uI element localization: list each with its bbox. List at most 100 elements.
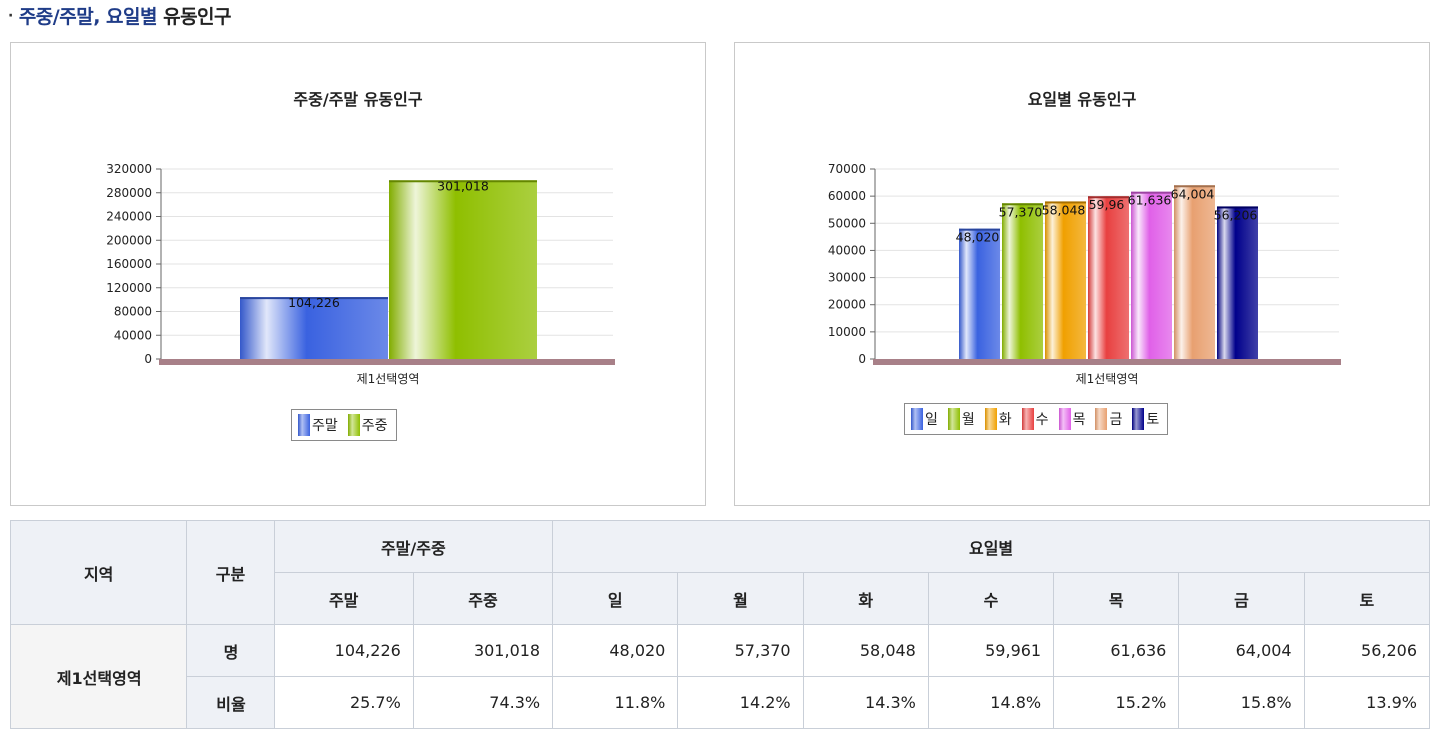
- header-day-of-week: 요일별: [552, 520, 1430, 573]
- legend-swatch: [298, 414, 310, 436]
- bar-주중: [389, 180, 537, 359]
- bar-top-edge: [1174, 185, 1215, 188]
- legend-label: 목: [1072, 412, 1086, 428]
- bar-top-edge: [1131, 191, 1172, 194]
- bar-top-edge: [240, 297, 388, 300]
- x-category-label: 제1선택영역: [1076, 372, 1139, 386]
- table-cell: 301,018: [412, 624, 554, 677]
- y-tick-label: 120000: [106, 281, 152, 295]
- data-label: 64,004: [1171, 186, 1215, 201]
- legend-swatch: [1132, 408, 1145, 430]
- y-tick-label: 60000: [828, 189, 866, 203]
- chart-floor: [159, 359, 615, 365]
- subheader-cell: 목: [1053, 572, 1180, 625]
- subheader-cell: 주중: [412, 572, 554, 625]
- table-cell: 58,048: [802, 624, 929, 677]
- y-tick-label: 0: [144, 352, 152, 366]
- table-cell: 56,206: [1303, 624, 1431, 677]
- data-label: 59,96: [1089, 197, 1125, 212]
- legend-item: 주말: [298, 414, 338, 436]
- x-category-label: 제1선택영역: [357, 372, 420, 386]
- row-label-ratio: 비율: [186, 676, 275, 729]
- y-tick-label: 50000: [828, 216, 866, 230]
- y-tick-label: 320000: [106, 162, 152, 176]
- y-tick-label: 0: [858, 352, 866, 366]
- y-tick-label: 280000: [106, 186, 152, 200]
- bar-주말: [240, 297, 388, 359]
- weekday-weekend-legend: 주말 주중: [291, 409, 397, 441]
- table-cell: 15.8%: [1178, 676, 1305, 729]
- section-heading: · 주중/주말, 요일별 유동인구: [8, 2, 232, 29]
- population-table: 지역 구분 주말/주중 요일별 주말 주중 일 월 화 수 목 금 토 제1선택…: [9, 520, 1431, 729]
- legend-item: 월: [947, 408, 975, 430]
- data-label: 301,018: [437, 178, 489, 193]
- legend-swatch: [1095, 408, 1108, 430]
- heading-rest: 유동인구: [156, 6, 232, 28]
- bar-top-edge: [389, 180, 537, 183]
- table-cell: 25.7%: [273, 676, 414, 729]
- y-tick-label: 10000: [828, 325, 866, 339]
- table-cell: 74.3%: [412, 676, 554, 729]
- legend-swatch: [1058, 408, 1071, 430]
- legend-item: 주중: [347, 414, 388, 436]
- table-cell: 104,226: [273, 624, 414, 677]
- legend-swatch: [347, 414, 360, 436]
- y-tick-label: 40000: [114, 328, 152, 342]
- legend-label: 화: [998, 412, 1012, 428]
- legend-label: 금: [1109, 412, 1123, 428]
- header-region: 지역: [9, 520, 188, 625]
- header-weekend-weekday: 주말/주중: [273, 520, 554, 573]
- chart-floor: [873, 359, 1341, 365]
- subheader-cell: 토: [1303, 572, 1431, 625]
- bar-월: [1002, 203, 1043, 359]
- bar-수: [1088, 196, 1129, 359]
- chart-title: 주중/주말 유동인구: [293, 90, 422, 109]
- weekday-weekend-chart-panel: 주중/주말 유동인구 320000 280000 240000 200000 160000…: [10, 42, 706, 506]
- legend-label: 주말: [312, 418, 338, 434]
- y-tick-label: 40000: [828, 243, 866, 257]
- bar-top-edge: [1045, 201, 1086, 204]
- legend-swatch: [984, 408, 997, 430]
- heading-bullet: ·: [8, 8, 13, 24]
- legend-label: 토: [1146, 412, 1160, 428]
- data-label: 48,020: [956, 230, 1000, 245]
- day-of-week-chart: 요일별 유동인구 70000 60000 50000 40000 30000 20000 10…: [828, 90, 1341, 386]
- bar-top-edge: [959, 228, 1000, 231]
- subheader-cell: 일: [552, 572, 679, 625]
- legend-item: 금: [1095, 408, 1122, 430]
- table-cell: 61,636: [1053, 624, 1180, 677]
- table-cell: 14.3%: [802, 676, 929, 729]
- bar-top-edge: [1217, 206, 1258, 209]
- table-cell: 11.8%: [552, 676, 679, 729]
- y-tick-label: 70000: [828, 162, 866, 176]
- subheader-cell: 주말: [273, 572, 414, 625]
- data-label: 57,370: [999, 204, 1043, 219]
- y-tick-label: 160000: [106, 257, 152, 271]
- y-tick-label: 30000: [828, 271, 866, 285]
- y-tick-label: 200000: [106, 233, 152, 247]
- bar-일: [959, 228, 1000, 359]
- data-label: 61,636: [1128, 193, 1172, 208]
- bar-금: [1174, 185, 1215, 359]
- legend-label: 주중: [361, 418, 388, 434]
- legend-label: 일: [925, 412, 938, 428]
- legend-label: 수: [1035, 412, 1049, 428]
- table-cell: 64,004: [1178, 624, 1305, 677]
- subheader-cell: 금: [1178, 572, 1305, 625]
- y-tick-label: 80000: [114, 305, 152, 319]
- table-cell: 15.2%: [1053, 676, 1180, 729]
- legend-item: 일: [911, 408, 938, 430]
- subheader-cell: 수: [927, 572, 1055, 625]
- table-cell: 59,961: [927, 624, 1055, 677]
- legend-swatch: [1021, 408, 1034, 430]
- legend-swatch: [911, 408, 923, 430]
- subheader-cell: 월: [677, 572, 804, 625]
- data-label: 56,206: [1214, 207, 1258, 222]
- legend-item: 토: [1132, 408, 1159, 430]
- bar-top-edge: [1002, 203, 1043, 206]
- legend-item: 목: [1058, 408, 1086, 430]
- day-of-week-chart-panel: 요일별 유동인구 70000 60000 50000 40000 30000 20000 10…: [734, 42, 1430, 506]
- legend-item: 화: [984, 408, 1012, 430]
- table-cell: 48,020: [552, 624, 679, 677]
